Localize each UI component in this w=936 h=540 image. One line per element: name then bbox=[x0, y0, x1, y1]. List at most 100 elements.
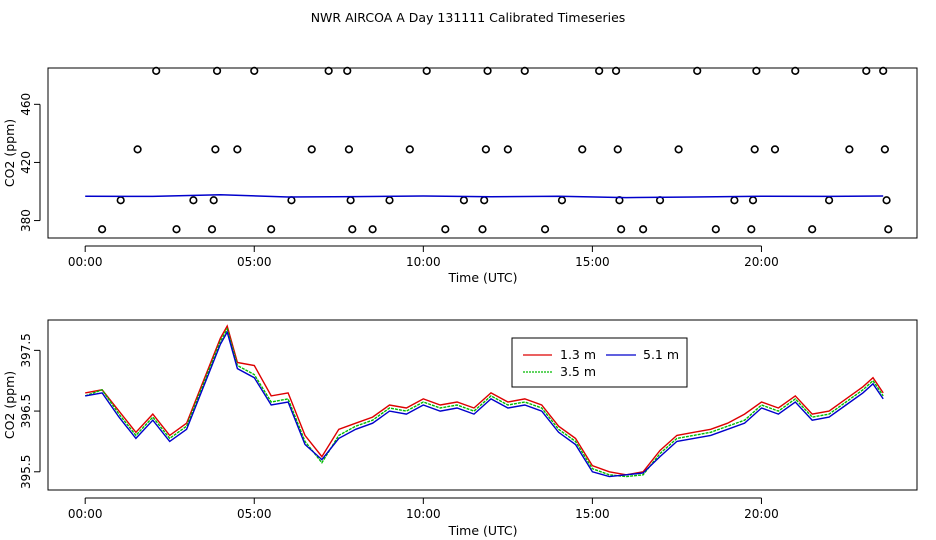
data-point bbox=[882, 196, 891, 205]
data-point bbox=[344, 145, 354, 154]
data-point bbox=[617, 225, 626, 234]
data-point bbox=[862, 66, 871, 76]
legend-label-3-5m: 3.5 m bbox=[560, 364, 596, 379]
x-tick-label-bottom: 15:00 bbox=[575, 507, 610, 521]
series-lines-bottom bbox=[84, 324, 884, 478]
y-tick-label-top: 460 bbox=[19, 93, 33, 116]
data-point bbox=[540, 225, 550, 234]
y-axis-top: 380 420 460 bbox=[19, 93, 41, 232]
data-point bbox=[752, 66, 761, 76]
data-point bbox=[693, 66, 702, 76]
plot-frame-top bbox=[47, 67, 918, 239]
data-point bbox=[385, 196, 394, 205]
y-tick-label-bottom: 396.5 bbox=[19, 394, 33, 428]
data-point bbox=[845, 145, 854, 154]
data-point bbox=[133, 145, 142, 154]
data-point bbox=[212, 66, 222, 76]
data-point bbox=[750, 145, 759, 154]
x-tick-label-top: 05:00 bbox=[237, 255, 272, 269]
data-point bbox=[711, 225, 720, 234]
data-point bbox=[730, 196, 739, 205]
data-point bbox=[639, 225, 648, 234]
data-point bbox=[503, 145, 512, 154]
y-tick-label-bottom: 397.5 bbox=[19, 333, 33, 367]
data-point bbox=[346, 196, 355, 205]
x-tick-label-top: 15:00 bbox=[575, 255, 610, 269]
series-line-top bbox=[85, 193, 884, 199]
data-point bbox=[880, 145, 889, 154]
data-point bbox=[422, 66, 431, 76]
data-point bbox=[791, 66, 800, 76]
y-tick-label-bottom: 395.5 bbox=[19, 455, 33, 489]
series-line-3-5-m bbox=[84, 327, 884, 478]
data-point bbox=[307, 145, 316, 154]
data-point bbox=[557, 196, 567, 205]
x-tick-label-top: 00:00 bbox=[68, 255, 103, 269]
panel-bottom: 00:00 05:00 10:00 15:00 20:00 395.5 396.5 397.… bbox=[2, 319, 918, 538]
data-point bbox=[211, 145, 220, 154]
data-point bbox=[267, 225, 276, 234]
data-point bbox=[368, 225, 377, 234]
x-tick-label-top: 20:00 bbox=[744, 255, 779, 269]
series-line-5-1-m bbox=[85, 330, 884, 478]
x-tick-label-bottom: 20:00 bbox=[744, 507, 779, 521]
legend-box bbox=[511, 337, 688, 388]
data-point bbox=[441, 225, 450, 234]
data-point bbox=[520, 66, 529, 76]
y-tick-label-top: 420 bbox=[19, 151, 33, 174]
chart-title: NWR AIRCOA A Day 131111 Calibrated Times… bbox=[311, 10, 626, 25]
data-point bbox=[674, 145, 683, 154]
legend-label-5-1m: 5.1 m bbox=[643, 347, 679, 362]
series-line-1-3-m bbox=[85, 324, 884, 476]
y-axis-label-top: CO2 (ppm) bbox=[2, 119, 17, 187]
data-point bbox=[483, 66, 492, 76]
data-point bbox=[405, 145, 414, 154]
data-point bbox=[884, 225, 893, 234]
data-point bbox=[98, 225, 107, 234]
data-point bbox=[481, 145, 490, 154]
legend-label-1-3m: 1.3 m bbox=[560, 347, 596, 362]
x-axis-label-bottom: Time (UTC) bbox=[447, 523, 517, 538]
data-point bbox=[613, 145, 622, 154]
data-point bbox=[207, 225, 217, 234]
x-tick-label-top: 10:00 bbox=[406, 255, 441, 269]
legend: 1.3 m 5.1 m 3.5 m bbox=[511, 337, 688, 388]
data-point bbox=[770, 145, 780, 154]
data-point bbox=[824, 196, 834, 205]
data-point bbox=[250, 66, 259, 76]
data-point bbox=[611, 66, 621, 76]
x-axis-bottom: 00:00 05:00 10:00 15:00 20:00 bbox=[68, 497, 779, 521]
data-point bbox=[152, 66, 161, 76]
data-point bbox=[459, 196, 469, 205]
data-point bbox=[879, 66, 888, 76]
line-top bbox=[85, 193, 884, 199]
x-axis-label-top: Time (UTC) bbox=[447, 270, 517, 285]
x-tick-label-bottom: 10:00 bbox=[406, 507, 441, 521]
data-point bbox=[748, 196, 758, 205]
data-point bbox=[233, 145, 242, 154]
y-axis-bottom: 395.5 396.5 397.5 bbox=[19, 333, 41, 489]
data-point bbox=[209, 196, 218, 205]
data-point bbox=[116, 196, 125, 205]
data-point bbox=[324, 66, 333, 76]
scatter-points-top bbox=[98, 66, 893, 234]
data-point bbox=[287, 196, 296, 205]
panel-top: 00:00 05:00 10:00 15:00 20:00 380 420 460 Time… bbox=[2, 66, 918, 285]
data-point bbox=[578, 145, 587, 154]
x-tick-label-bottom: 05:00 bbox=[237, 507, 272, 521]
x-tick-label-bottom: 00:00 bbox=[68, 507, 103, 521]
data-point bbox=[348, 225, 357, 234]
data-point bbox=[343, 66, 352, 76]
data-point bbox=[747, 225, 756, 234]
y-axis-label-bottom: CO2 (ppm) bbox=[2, 371, 17, 439]
y-tick-label-top: 380 bbox=[19, 209, 33, 232]
x-axis-top: 00:00 05:00 10:00 15:00 20:00 bbox=[68, 245, 779, 269]
plot-frame-bottom bbox=[47, 319, 918, 491]
data-point bbox=[172, 225, 181, 234]
data-point bbox=[808, 225, 817, 234]
data-point bbox=[189, 196, 198, 205]
data-point bbox=[480, 196, 489, 205]
data-point bbox=[595, 66, 604, 76]
data-point bbox=[478, 225, 487, 234]
